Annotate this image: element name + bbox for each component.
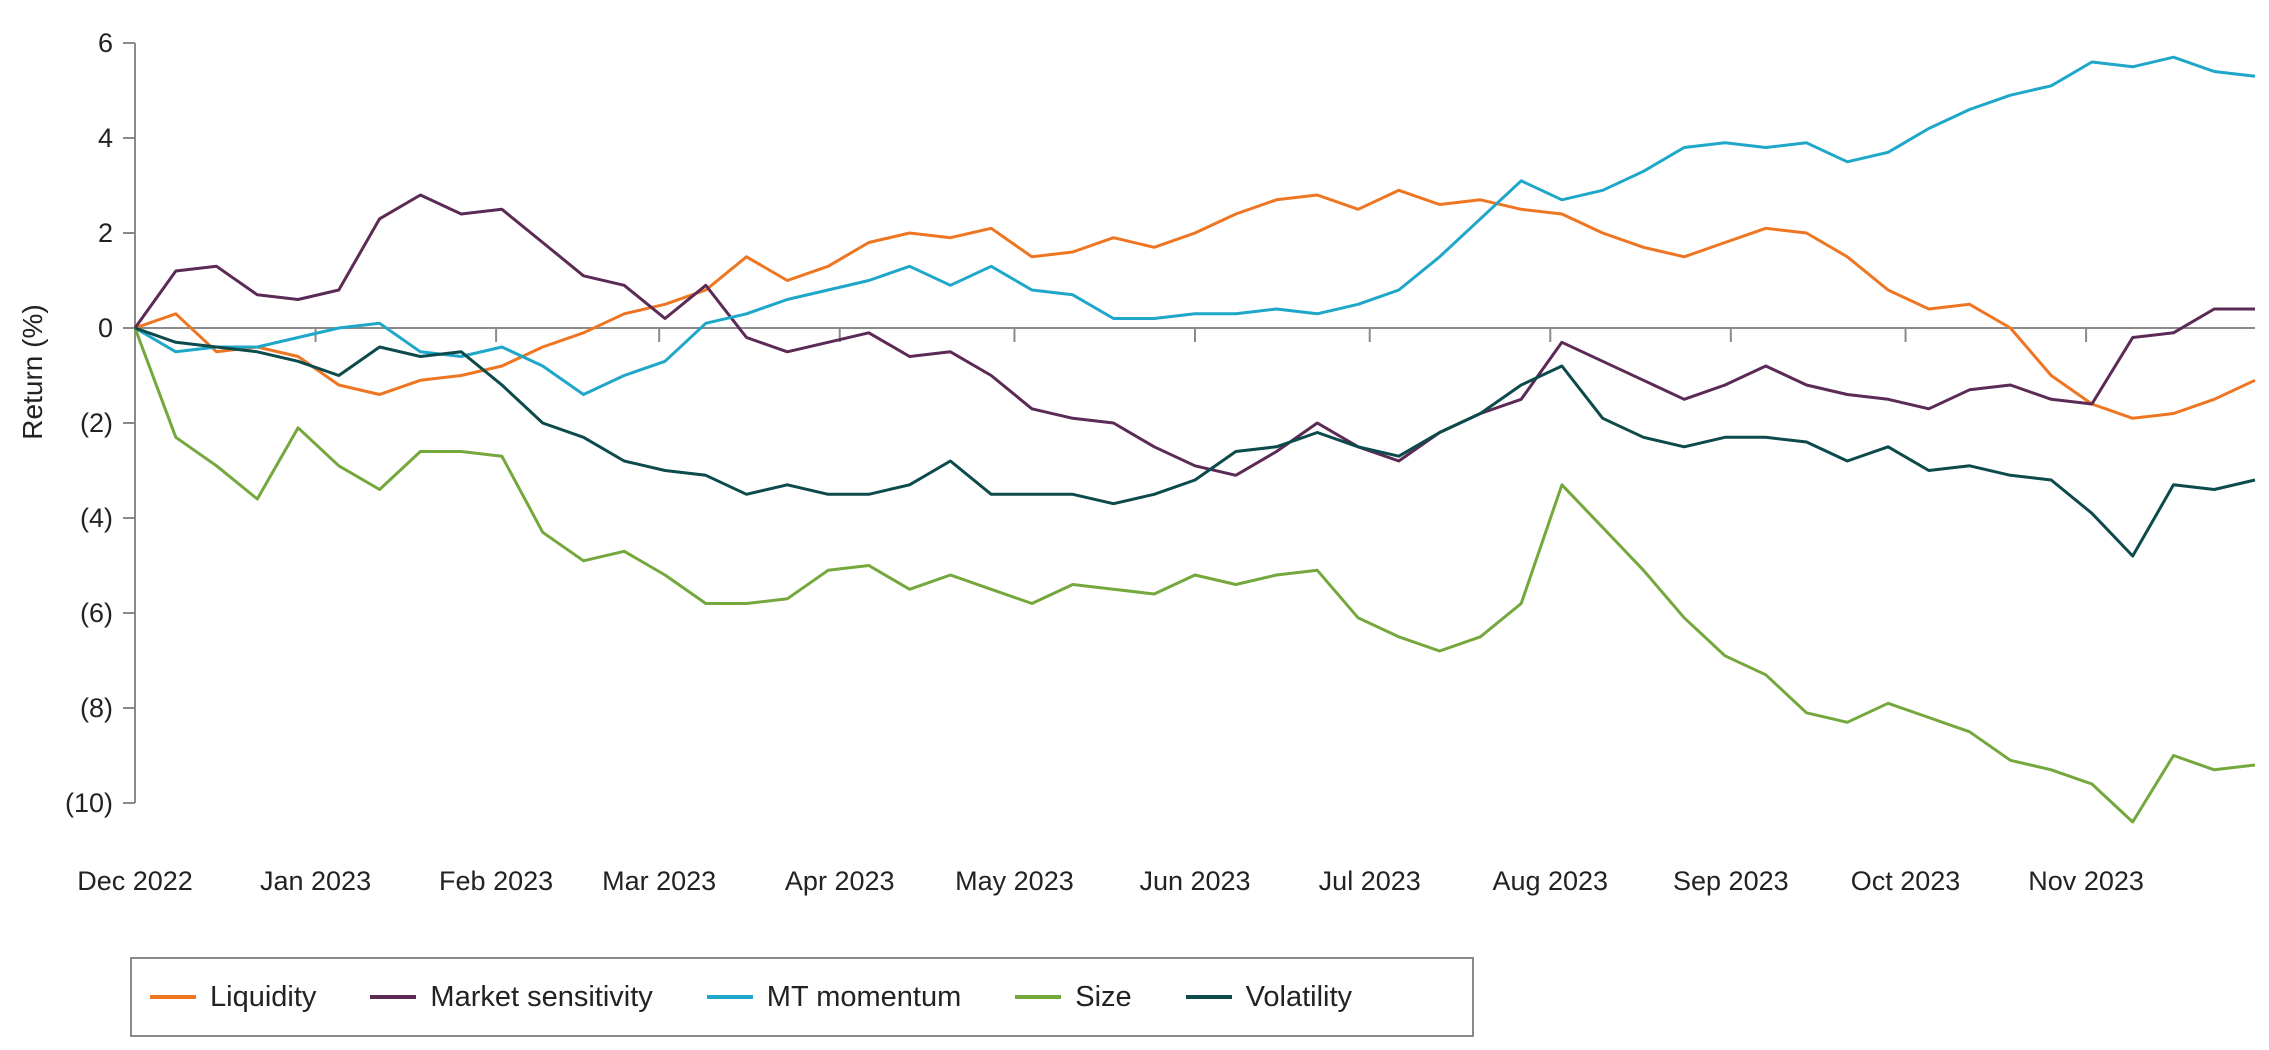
y-axis-ticks: 6 4 2 0 (2) (4) (6) (8) (10) <box>65 28 135 818</box>
legend-label: Size <box>1075 980 1132 1013</box>
legend-label: Market sensitivity <box>430 980 653 1013</box>
y-tick-label: 4 <box>98 123 113 153</box>
legend-swatch <box>1185 995 1232 999</box>
series-lines <box>133 55 2256 824</box>
series-line-size <box>133 327 2256 824</box>
series-line-market-sensitivity <box>133 193 2255 477</box>
y-tick-label: 2 <box>98 218 113 248</box>
y-tick-label: 0 <box>98 313 113 343</box>
line-chart: Return (%) 6 4 2 0 (2) (4) (6) (8) (10) Dec 2022… <box>17 28 2256 896</box>
y-tick-label: (2) <box>80 408 113 438</box>
x-tick-label: Apr 2023 <box>785 866 895 896</box>
y-tick-label: 6 <box>98 28 113 58</box>
x-tick-label: Jul 2023 <box>1319 866 1421 896</box>
series-line-liquidity <box>134 188 2256 420</box>
legend-item: Liquidity <box>150 981 316 1014</box>
y-tick-label: (10) <box>65 788 113 818</box>
legend-swatch <box>706 995 753 999</box>
y-tick-label: (4) <box>80 503 113 533</box>
x-tick-label: Oct 2023 <box>1851 866 1961 896</box>
y-tick-label: (6) <box>80 598 113 628</box>
legend-swatch <box>1015 995 1062 999</box>
series-line-volatility <box>134 326 2256 558</box>
legend-label: Volatility <box>1245 980 1353 1013</box>
legend-label: MT momentum <box>766 980 962 1013</box>
y-tick-label: (8) <box>80 693 113 723</box>
x-tick-label: Feb 2023 <box>439 866 553 896</box>
legend-item: Size <box>1015 980 1132 1014</box>
x-tick-label: Jan 2023 <box>260 866 371 896</box>
y-axis-title: Return (%) <box>17 304 48 439</box>
legend: Liquidity Market sensitivity MT momentum Si… <box>130 957 1474 1037</box>
legend-swatch <box>370 995 417 999</box>
legend-swatch <box>150 995 196 999</box>
x-axis-ticks: Dec 2022 Jan 2023 Feb 2023 Mar 2023 Apr 2023… <box>77 328 2144 896</box>
legend-item: Market sensitivity <box>370 980 653 1014</box>
legend-item: MT momentum <box>706 980 962 1014</box>
series-line-mt-momentum <box>134 55 2256 396</box>
legend-item: Volatility <box>1185 980 1353 1014</box>
x-tick-label: Jun 2023 <box>1139 866 1250 896</box>
x-tick-label: May 2023 <box>955 866 1074 896</box>
x-tick-label: Mar 2023 <box>602 866 716 896</box>
x-tick-label: Sep 2023 <box>1673 866 1789 896</box>
x-tick-label: Dec 2022 <box>77 866 193 896</box>
x-tick-label: Aug 2023 <box>1492 866 1608 896</box>
x-tick-label: Nov 2023 <box>2028 866 2144 896</box>
legend-label: Liquidity <box>210 980 317 1013</box>
